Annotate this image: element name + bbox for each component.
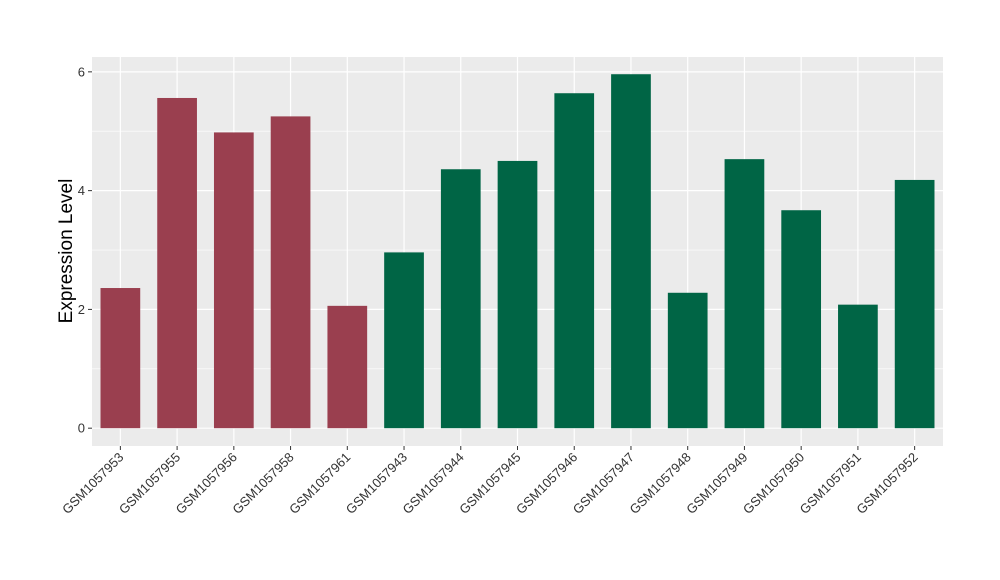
x-axis: GSM1057953GSM1057955GSM1057956GSM1057958… <box>59 446 921 517</box>
y-tick-label: 6 <box>78 64 85 79</box>
bar-gsm1057950 <box>781 210 822 429</box>
bar-gsm1057944 <box>440 169 481 429</box>
bar-gsm1057961 <box>327 305 368 429</box>
bar-gsm1057946 <box>554 93 595 429</box>
bar-gsm1057956 <box>213 132 254 429</box>
y-tick-label: 0 <box>78 421 85 436</box>
bar-gsm1057947 <box>611 74 651 429</box>
y-axis: 0 2 4 6 <box>78 64 92 436</box>
bar-gsm1057951 <box>838 304 878 429</box>
bar-gsm1057943 <box>384 252 424 429</box>
bar-gsm1057958 <box>270 116 311 429</box>
bar-gsm1057955 <box>157 97 197 429</box>
y-tick-label: 2 <box>78 302 85 317</box>
bar-gsm1057952 <box>894 179 935 429</box>
y-tick-label: 4 <box>78 183 85 198</box>
bar-gsm1057953 <box>100 288 141 429</box>
bar-gsm1057945 <box>497 160 538 429</box>
bar-gsm1057948 <box>667 292 708 429</box>
bars <box>100 74 935 429</box>
y-axis-title: Expression Level <box>56 179 77 324</box>
bar-gsm1057949 <box>724 159 765 429</box>
